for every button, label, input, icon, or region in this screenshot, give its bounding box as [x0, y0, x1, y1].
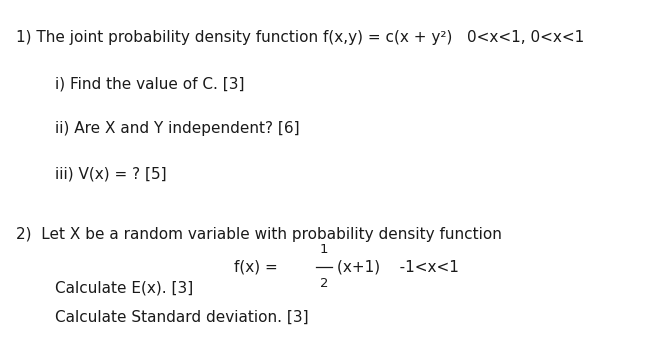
Text: f(x) =: f(x) = — [234, 259, 278, 274]
Text: 2)  Let X be a random variable with probability density function: 2) Let X be a random variable with proba… — [16, 227, 502, 242]
Text: i) Find the value of C. [3]: i) Find the value of C. [3] — [55, 77, 245, 92]
Text: 1) The joint probability density function f(x,y) = c(x + y²)   0<x<1, 0<x<1: 1) The joint probability density functio… — [16, 30, 585, 45]
Text: 1: 1 — [320, 243, 329, 256]
Text: Calculate Standard deviation. [3]: Calculate Standard deviation. [3] — [55, 309, 309, 324]
Text: 2: 2 — [320, 277, 329, 290]
Text: iii) V(x) = ? [5]: iii) V(x) = ? [5] — [55, 166, 167, 181]
Text: ii) Are X and Y independent? [6]: ii) Are X and Y independent? [6] — [55, 121, 300, 136]
Text: Calculate E(x). [3]: Calculate E(x). [3] — [55, 281, 193, 296]
Text: (x+1)    -1<x<1: (x+1) -1<x<1 — [337, 259, 459, 274]
